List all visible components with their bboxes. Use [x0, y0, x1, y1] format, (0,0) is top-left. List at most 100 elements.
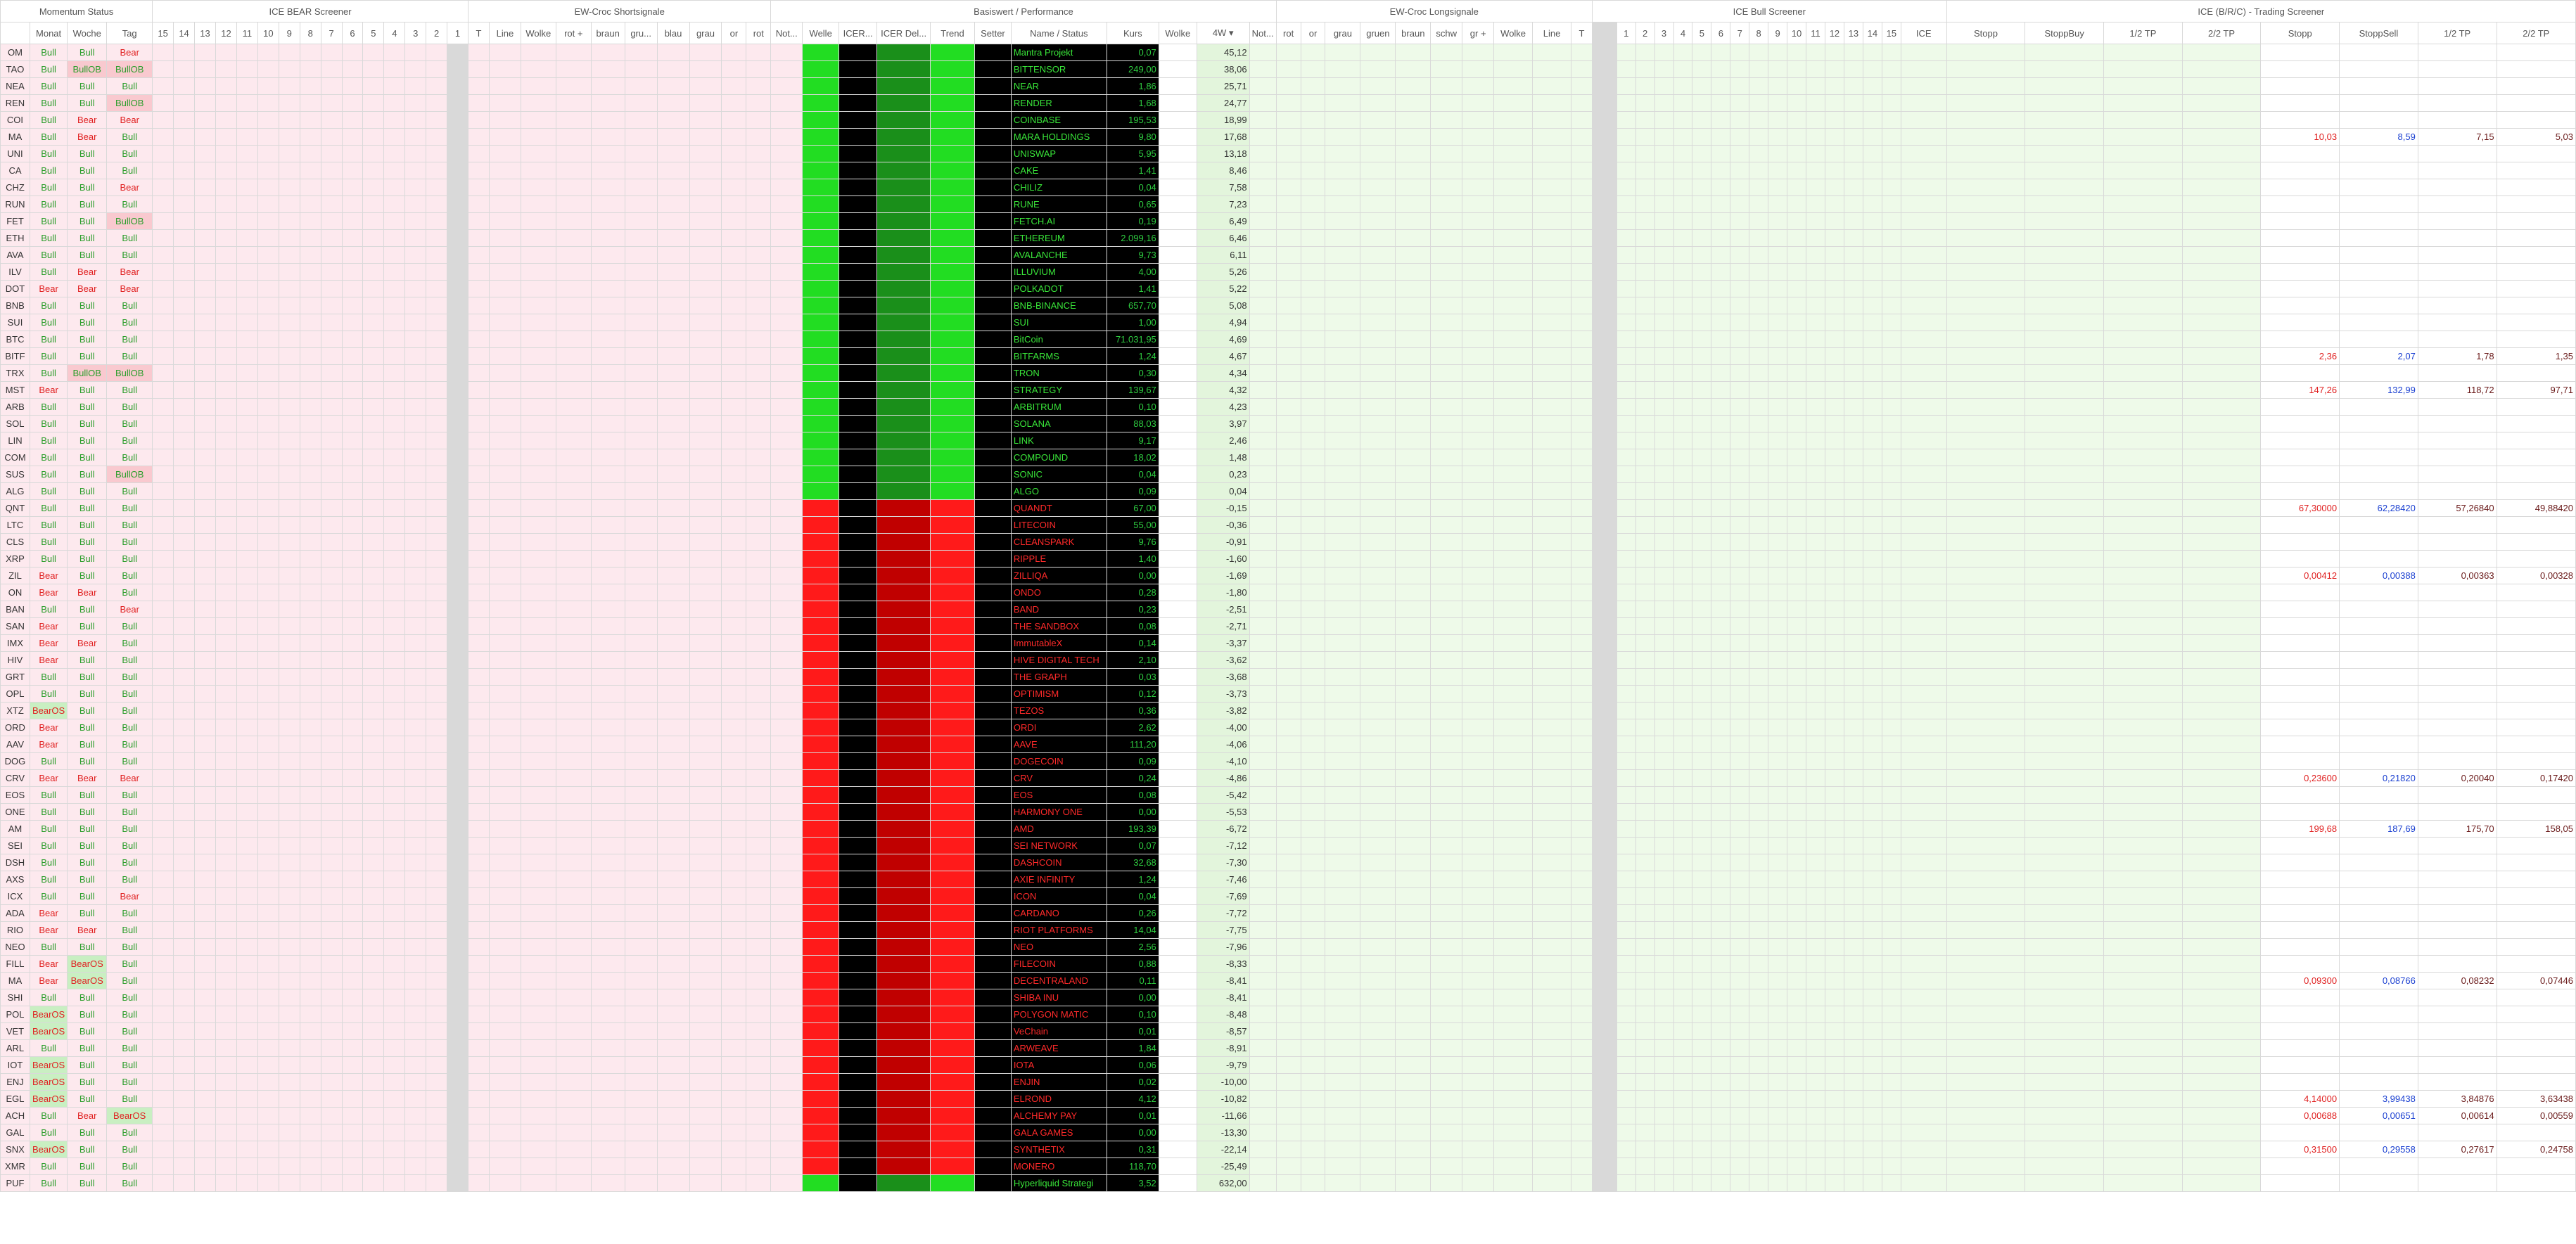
cell: [1158, 111, 1197, 129]
cell: [1768, 938, 1788, 956]
status-week: Bull: [67, 837, 108, 854]
cell: [468, 1107, 490, 1124]
cell: [1325, 651, 1361, 669]
cell: [689, 314, 722, 331]
cell: [1787, 212, 1806, 230]
status-month: Bear: [29, 584, 68, 601]
cell: [468, 550, 490, 568]
cell: [1692, 854, 1712, 871]
perf-4w: 4,23: [1196, 398, 1250, 416]
cell: [404, 702, 427, 719]
cell: [194, 516, 216, 534]
cell: [1300, 111, 1326, 129]
cell: [590, 466, 625, 483]
cell: [1300, 820, 1326, 838]
cell: [1749, 94, 1769, 112]
perf-4w: -4,00: [1196, 719, 1250, 736]
cell: [656, 972, 690, 989]
cell: [2103, 212, 2183, 230]
setter-cell: [974, 263, 1012, 281]
cell: [299, 212, 321, 230]
cell: [383, 482, 406, 500]
cell: [194, 1056, 216, 1074]
cell: [1395, 297, 1432, 314]
cell: [1395, 179, 1432, 196]
cell: [341, 499, 364, 517]
cell: [299, 1090, 321, 1108]
cell: [236, 331, 258, 348]
status-month: Bull: [29, 128, 68, 146]
cell: [362, 77, 385, 95]
cell: [152, 297, 174, 314]
cell: [1616, 634, 1636, 652]
cell: [1843, 432, 1863, 449]
cell: [468, 516, 490, 534]
cell: [1249, 398, 1277, 416]
setter-cell: [974, 499, 1012, 517]
cell: [1430, 871, 1463, 888]
cell: [1158, 617, 1197, 635]
cell: [1749, 246, 1769, 264]
cell: [1787, 702, 1806, 719]
cell: [1532, 162, 1571, 179]
cell: [1532, 702, 1571, 719]
cell: [1768, 752, 1788, 770]
cell: [1325, 702, 1361, 719]
cell: [362, 314, 385, 331]
cell: [1806, 44, 1825, 61]
ticker: OPL: [0, 685, 30, 703]
cell: [520, 938, 556, 956]
cell: [2417, 921, 2497, 939]
cell: [1946, 331, 2026, 348]
cell: [1635, 719, 1655, 736]
column-header: rot: [746, 22, 772, 44]
cell: [488, 921, 521, 939]
status-day: Bear: [106, 179, 153, 196]
cell: [1946, 1090, 2026, 1108]
cell: [257, 887, 279, 905]
cell: [1395, 516, 1432, 534]
status-week: Bull: [67, 449, 108, 466]
wave-cell: [802, 415, 840, 432]
cell: [770, 617, 803, 635]
trading-level: 2,07: [2339, 347, 2418, 365]
cell: [1360, 229, 1396, 247]
cell: [1654, 263, 1674, 281]
icer-cell: [839, 516, 878, 534]
cell: [1249, 989, 1277, 1006]
cell: [2025, 1073, 2105, 1091]
setter-cell: [974, 837, 1012, 854]
wave-cell: [802, 634, 840, 652]
price: 2.099,16: [1106, 229, 1159, 247]
cell: [404, 432, 427, 449]
cell: [1635, 871, 1655, 888]
status-day: Bull: [106, 195, 153, 213]
icer-cell: [839, 229, 878, 247]
cell: [555, 651, 592, 669]
cell: [1462, 786, 1495, 804]
cell: [1532, 921, 1571, 939]
cell: [1711, 854, 1731, 871]
cell: [1275, 179, 1301, 196]
icer-cell: [876, 887, 931, 905]
cell: [404, 331, 427, 348]
cell: [590, 432, 625, 449]
cell: [624, 94, 658, 112]
price: 55,00: [1106, 516, 1159, 534]
trend-cell: [930, 685, 975, 703]
cell: [383, 685, 406, 703]
cell: [1862, 145, 1882, 162]
separator: [1591, 634, 1617, 652]
cell: [173, 347, 196, 365]
cell: [1862, 719, 1882, 736]
cell: [257, 651, 279, 669]
cell: [1493, 77, 1534, 95]
cell: [1430, 1006, 1463, 1023]
cell: [1787, 111, 1806, 129]
cell: [1635, 921, 1655, 939]
cell: [1275, 1124, 1301, 1141]
cell: [2339, 837, 2418, 854]
cell: [1395, 432, 1432, 449]
status-week: Bull: [67, 179, 108, 196]
cell: [1616, 449, 1636, 466]
